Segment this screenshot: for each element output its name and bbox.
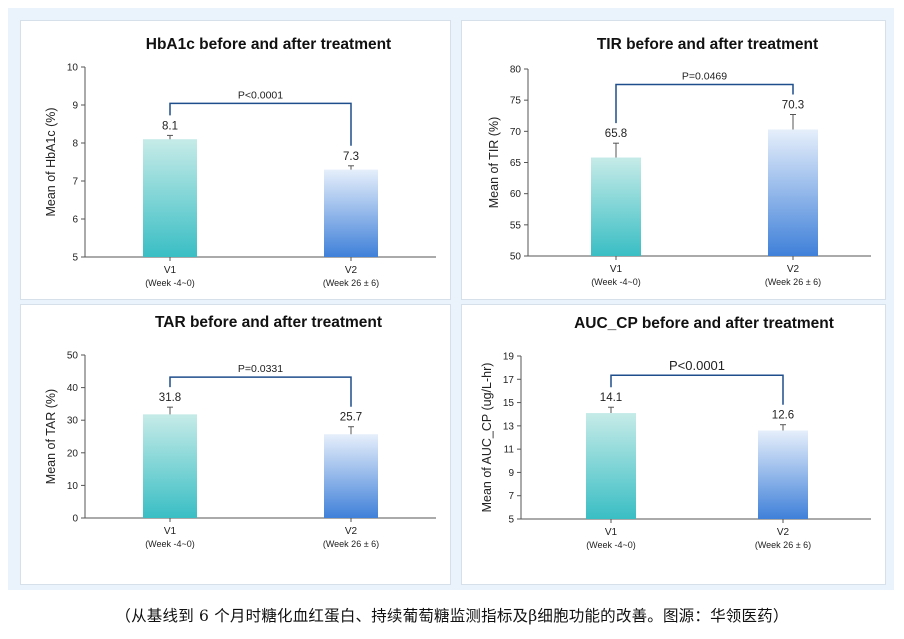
- y-axis-label: Mean of TAR (%): [44, 389, 58, 484]
- bar-v2: [324, 169, 378, 257]
- chart-panel-auc-cp: AUC_CP before and after treatment 5 7 9 11 13…: [461, 304, 886, 585]
- data-label: 7.3: [343, 151, 359, 163]
- x-tick-sublabel: (Week 26 ± 6): [323, 278, 379, 288]
- significance-bracket: [615, 83, 794, 124]
- x-tick-label: V1: [605, 527, 618, 538]
- y-tick-label: 17: [503, 375, 515, 386]
- x-tick-label: V2: [787, 264, 800, 275]
- y-tick-label: 10: [67, 63, 79, 74]
- figure-caption: （从基线到 6 个月时糖化血红蛋白、持续葡萄糖监测指标及β细胞功能的改善。图源：…: [115, 607, 789, 625]
- x-tick-label: V1: [164, 265, 177, 276]
- y-tick-label: 50: [510, 252, 522, 263]
- chart-title: AUC_CP before and after treatment: [574, 315, 834, 332]
- y-tick-label: 9: [508, 468, 514, 479]
- y-tick-label: 60: [510, 189, 522, 200]
- bar-v2: [768, 129, 818, 256]
- x-tick-sublabel: (Week -4~0): [145, 539, 195, 549]
- bar-v1: [143, 139, 197, 257]
- data-label: 8.1: [162, 120, 178, 132]
- x-tick-sublabel: (Week -4~0): [591, 277, 641, 287]
- y-tick-label: 7: [508, 491, 514, 502]
- y-tick-label: 75: [510, 96, 522, 107]
- chart-title: TIR before and after treatment: [597, 36, 818, 53]
- y-tick-label: 20: [67, 448, 79, 459]
- y-tick-label: 15: [503, 398, 515, 409]
- bar-v1: [586, 413, 636, 519]
- chart-hba1c: HbA1c before and after treatment 5 6 7 8 9 10 M…: [44, 36, 436, 288]
- data-label: 70.3: [782, 100, 804, 112]
- y-tick-label: 19: [503, 352, 515, 363]
- bar-v1: [591, 157, 641, 256]
- significance-bracket: [610, 374, 784, 405]
- y-tick-label: 9: [72, 101, 78, 112]
- y-axis-label: Mean of HbA1c (%): [44, 107, 58, 216]
- y-tick-label: 13: [503, 421, 515, 432]
- y-tick-label: 5: [72, 253, 78, 264]
- x-tick-sublabel: (Week 26 ± 6): [765, 277, 821, 287]
- chart-panel-tar: TAR before and after treatment 0 10 20 30 40 5…: [20, 304, 451, 585]
- y-tick-label: 11: [504, 445, 515, 456]
- data-label: 12.6: [772, 410, 794, 422]
- bar-v1: [143, 414, 197, 518]
- x-tick-label: V1: [610, 264, 623, 275]
- y-tick-label: 30: [67, 416, 79, 427]
- y-tick-label: 6: [72, 215, 78, 226]
- y-tick-label: 80: [510, 65, 522, 76]
- x-tick-sublabel: (Week 26 ± 6): [323, 539, 379, 549]
- y-axis-label: Mean of AUC_CP (ug/L-hr): [480, 363, 494, 513]
- y-tick-label: 0: [72, 514, 78, 525]
- x-tick-label: V2: [345, 526, 358, 537]
- data-label: 25.7: [340, 412, 362, 424]
- significance-bracket: [169, 376, 352, 407]
- x-tick-label: V2: [345, 265, 358, 276]
- y-tick-label: 40: [67, 383, 79, 394]
- p-value-label: P<0.0001: [238, 89, 283, 101]
- chart-title: TAR before and after treatment: [155, 314, 382, 331]
- p-value-label: P<0.0001: [669, 358, 725, 373]
- data-label: 14.1: [600, 392, 622, 404]
- p-value-label: P=0.0469: [682, 71, 727, 83]
- chart-auc-cp: AUC_CP before and after treatment 5 7 9 11 13…: [480, 315, 871, 550]
- x-tick-label: V1: [164, 526, 177, 537]
- y-tick-label: 8: [72, 139, 78, 150]
- x-tick-sublabel: (Week -4~0): [586, 540, 636, 550]
- y-tick-label: 50: [67, 351, 79, 362]
- x-tick-label: V2: [777, 527, 790, 538]
- y-tick-label: 55: [510, 220, 522, 231]
- x-tick-sublabel: (Week 26 ± 6): [755, 540, 811, 550]
- chart-panel-tir: TIR before and after treatment 50 55 60 65 70…: [461, 20, 886, 300]
- chart-title: HbA1c before and after treatment: [146, 36, 391, 53]
- y-tick-label: 5: [508, 515, 514, 526]
- bar-v2: [324, 434, 378, 518]
- data-label: 31.8: [159, 392, 181, 404]
- p-value-label: P=0.0331: [238, 363, 283, 375]
- bar-v2: [758, 430, 808, 519]
- figure-background: HbA1c before and after treatment 5 6 7 8 9 10 M…: [8, 8, 894, 590]
- chart-tir: TIR before and after treatment 50 55 60 65 70…: [487, 36, 871, 287]
- y-tick-label: 65: [510, 158, 522, 169]
- y-tick-label: 70: [510, 127, 522, 138]
- y-axis-label: Mean of TIR (%): [487, 117, 501, 208]
- y-tick-label: 7: [72, 177, 78, 188]
- chart-tar: TAR before and after treatment 0 10 20 30 40 5…: [44, 314, 436, 549]
- significance-bracket: [169, 102, 352, 146]
- data-label: 65.8: [605, 128, 627, 140]
- chart-panel-hba1c: HbA1c before and after treatment 5 6 7 8 9 10 M…: [20, 20, 451, 300]
- x-tick-sublabel: (Week -4~0): [145, 278, 195, 288]
- y-tick-label: 10: [67, 481, 79, 492]
